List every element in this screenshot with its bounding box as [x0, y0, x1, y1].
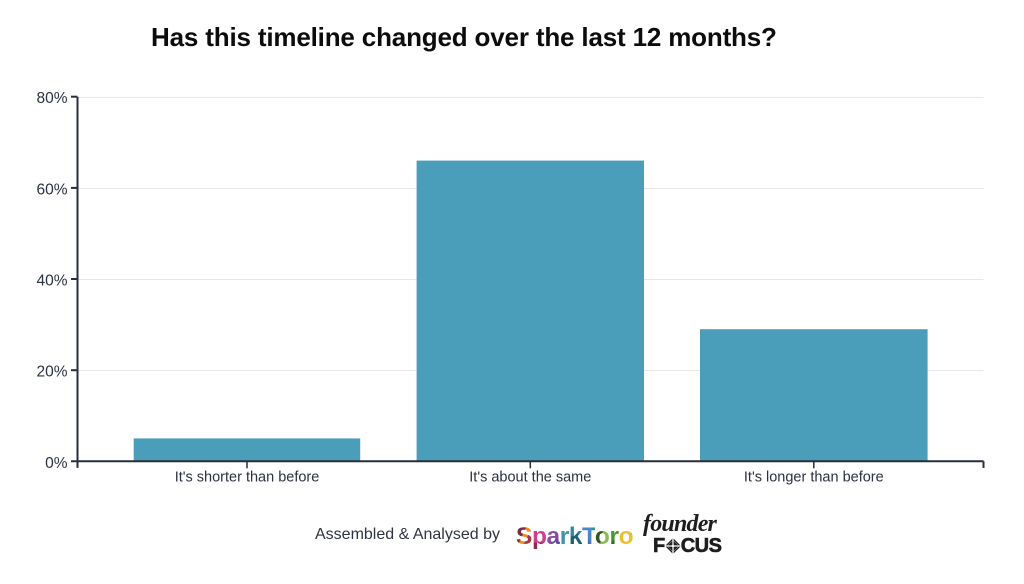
svg-text:It's longer than before: It's longer than before	[744, 470, 884, 486]
svg-text:20%: 20%	[36, 364, 67, 381]
svg-text:It's shorter than before: It's shorter than before	[175, 470, 320, 486]
svg-text:0%: 0%	[45, 455, 68, 472]
svg-text:40%: 40%	[36, 273, 67, 290]
svg-text:It's about the same: It's about the same	[469, 470, 591, 486]
svg-text:60%: 60%	[36, 181, 67, 198]
svg-text:80%: 80%	[36, 90, 67, 107]
